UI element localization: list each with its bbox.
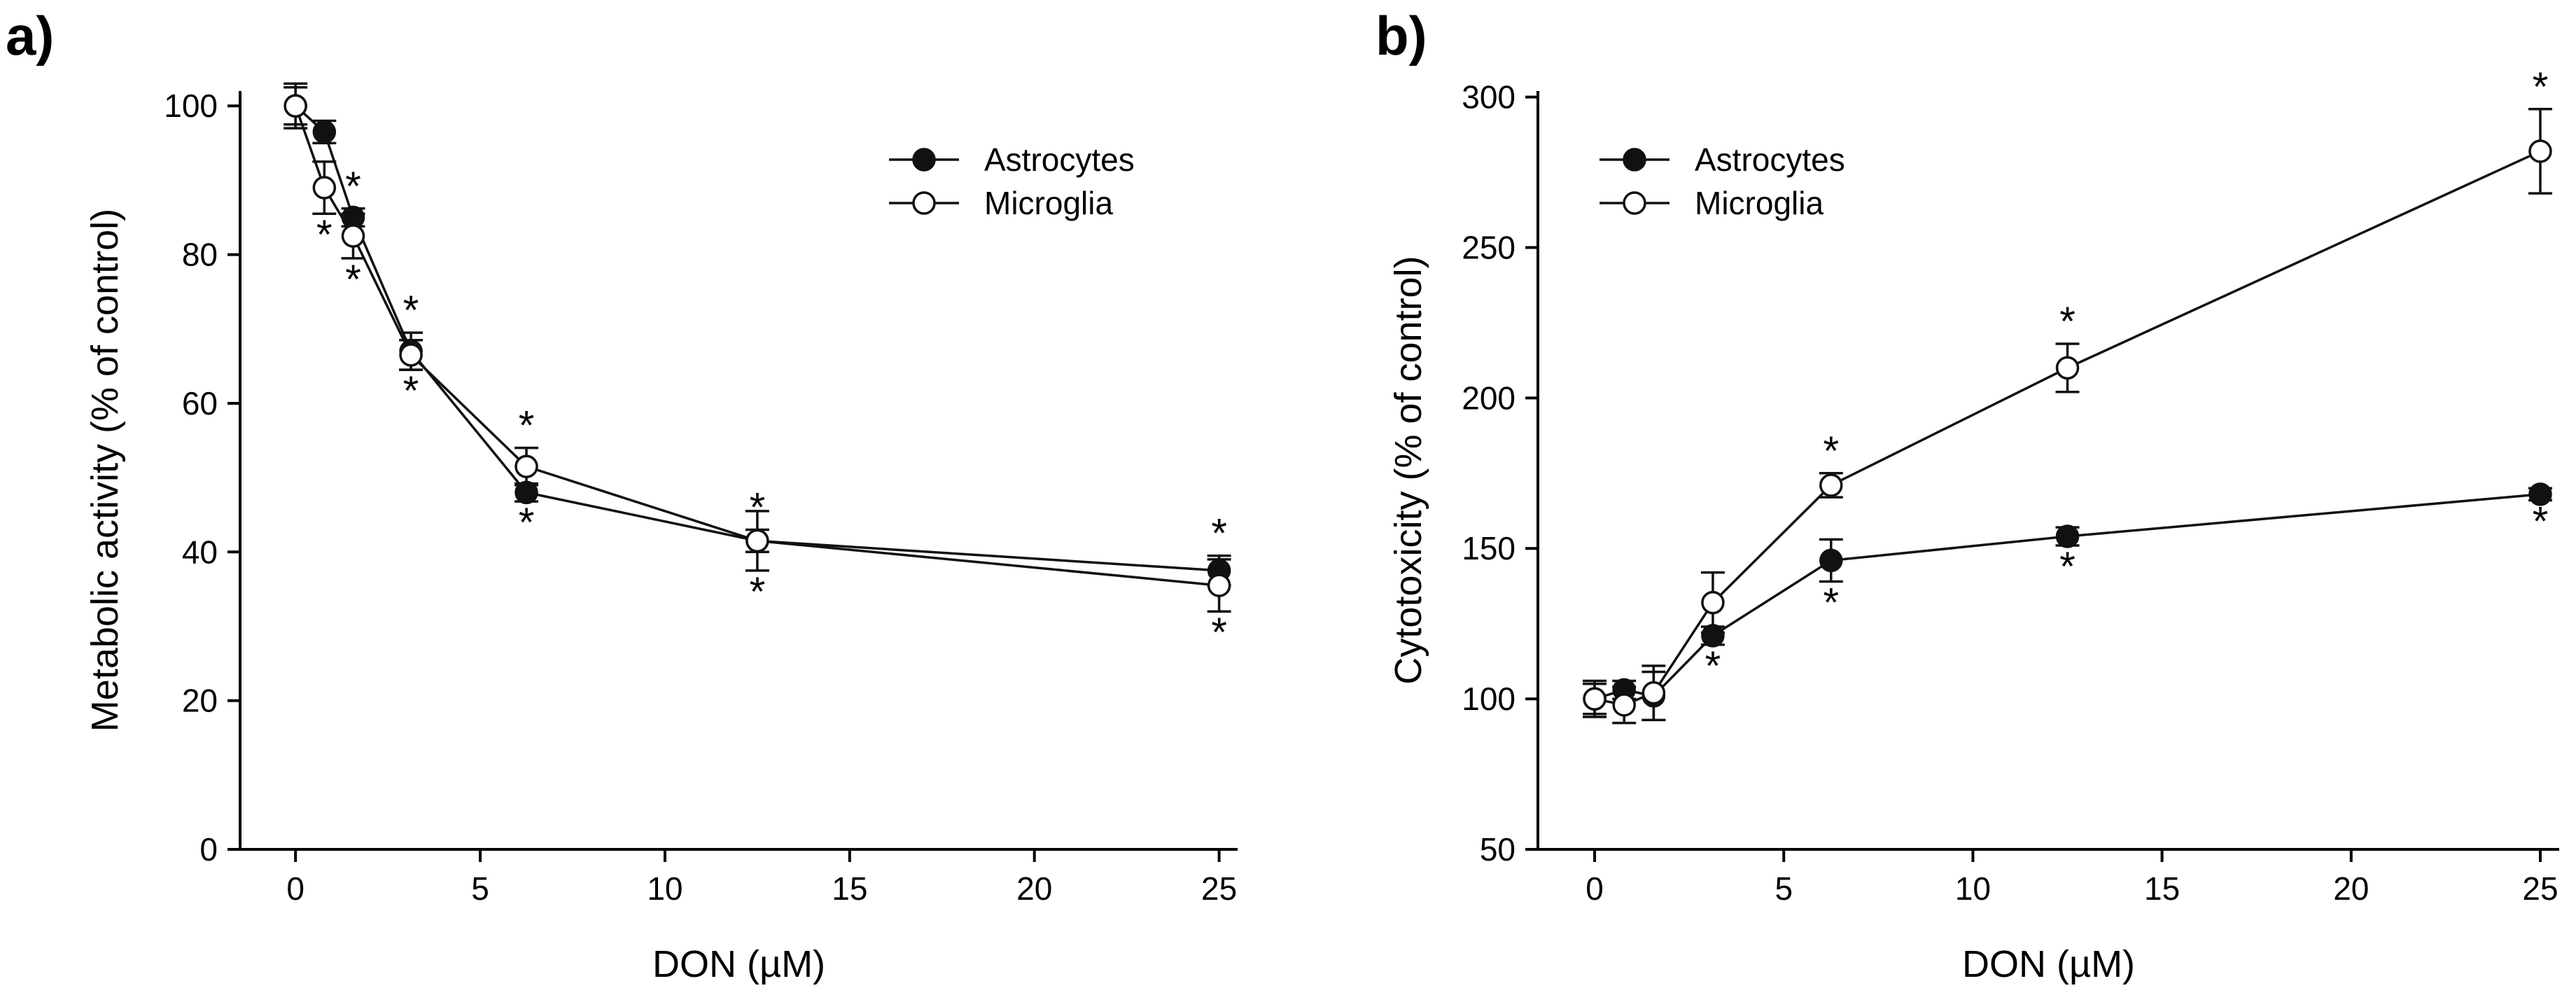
- significance-marker: *: [316, 212, 332, 258]
- significance-marker: *: [750, 569, 766, 615]
- data-point: [1207, 573, 1231, 597]
- y-axis-title: Cytotoxicity (% of control): [1387, 256, 1429, 684]
- y-tick-label: 20: [182, 683, 218, 719]
- y-tick-label: 250: [1462, 229, 1516, 265]
- significance-marker: *: [1705, 643, 1721, 689]
- x-axis-title: DON (µM): [1962, 943, 2135, 985]
- y-tick-label: 40: [182, 534, 218, 570]
- significance-marker: *: [1211, 610, 1227, 655]
- x-tick-label: 10: [647, 870, 682, 907]
- series-microglia: * * *: [1583, 64, 2552, 725]
- y-axis-title: Metabolic activity (% of control): [84, 209, 126, 732]
- data-point: [514, 454, 538, 478]
- panel-label: a): [6, 5, 54, 67]
- legend-label: Microglia: [1695, 185, 1823, 221]
- x-tick-label: 5: [471, 870, 489, 907]
- legend-entry: Astrocytes: [1600, 141, 1845, 178]
- panel-b: b) 50 100 150 200 250 300 0 5 10 15 20 25 DON (µM) Cyt…: [1376, 5, 2559, 985]
- data-point: [2528, 139, 2552, 163]
- data-point: [746, 529, 769, 553]
- significance-marker: *: [403, 368, 419, 414]
- significance-marker: *: [2059, 299, 2076, 345]
- legend-entry: Astrocytes: [889, 141, 1135, 178]
- significance-marker: *: [403, 288, 419, 333]
- legend-marker: [912, 148, 936, 172]
- y-tick-label: 60: [182, 385, 218, 422]
- y-tick-label: 200: [1462, 380, 1516, 416]
- data-point: [1819, 548, 1843, 573]
- x-tick-label: 20: [1016, 870, 1052, 907]
- legend-entry: Microglia: [889, 185, 1113, 221]
- y-tick-label: 300: [1462, 79, 1516, 116]
- data-point: [1583, 687, 1606, 711]
- significance-marker: *: [345, 164, 361, 209]
- y-tick-label: 100: [164, 88, 218, 124]
- x-tick-label: 0: [1586, 870, 1604, 907]
- legend-entry: Microglia: [1600, 185, 1823, 221]
- x-tick-label: 25: [1201, 870, 1237, 907]
- legend-marker: [1623, 191, 1646, 215]
- axis-frame: [1536, 91, 2559, 851]
- y-tick-label: 80: [182, 237, 218, 273]
- x-tick-label: 0: [286, 870, 304, 907]
- data-point: [2055, 356, 2080, 380]
- significance-marker: *: [2533, 64, 2549, 110]
- significance-marker: *: [345, 257, 361, 302]
- series-astrocytes: * * * *: [1583, 482, 2552, 721]
- significance-marker: *: [1211, 511, 1227, 557]
- x-tick-label: 15: [832, 870, 867, 907]
- data-point: [1701, 590, 1725, 615]
- significance-marker: *: [519, 500, 535, 545]
- significance-marker: *: [2533, 499, 2549, 544]
- data-point: [2055, 524, 2080, 548]
- data-point: [1642, 681, 1666, 705]
- x-tick-label: 10: [1955, 870, 1991, 907]
- legend-label: Astrocytes: [1695, 141, 1845, 178]
- x-tick-label: 20: [2333, 870, 2369, 907]
- data-point: [341, 224, 365, 248]
- significance-marker: *: [1823, 580, 1839, 626]
- x-tick-label: 15: [2144, 870, 2180, 907]
- significance-marker: *: [519, 403, 535, 449]
- data-point: [284, 94, 307, 118]
- data-point: [399, 343, 423, 367]
- panel-a: a) 0 20 40 60 80 100 0 5 10 15 20 25 DON (µM) Metaboli…: [6, 5, 1238, 985]
- data-point: [312, 120, 337, 144]
- y-tick-label: 0: [200, 831, 218, 868]
- significance-marker: *: [750, 485, 766, 530]
- data-point: [1612, 693, 1636, 717]
- legend-marker: [912, 191, 936, 215]
- data-point: [1819, 473, 1843, 497]
- x-axis-title: DON (µM): [652, 943, 825, 985]
- panel-label: b): [1376, 5, 1427, 67]
- legend-label: Microglia: [984, 185, 1113, 221]
- data-point: [312, 176, 337, 200]
- x-tick-label: 5: [1774, 870, 1793, 907]
- y-tick-label: 50: [1480, 831, 1516, 868]
- y-tick-label: 150: [1462, 530, 1516, 566]
- legend-marker: [1623, 148, 1646, 172]
- significance-marker: *: [1823, 429, 1839, 474]
- series-microglia: * * * * * *: [284, 82, 1231, 655]
- significance-marker: *: [2059, 544, 2076, 590]
- data-point: [2528, 482, 2552, 506]
- x-tick-label: 25: [2522, 870, 2558, 907]
- y-tick-label: 100: [1462, 681, 1516, 717]
- legend-label: Astrocytes: [984, 141, 1135, 178]
